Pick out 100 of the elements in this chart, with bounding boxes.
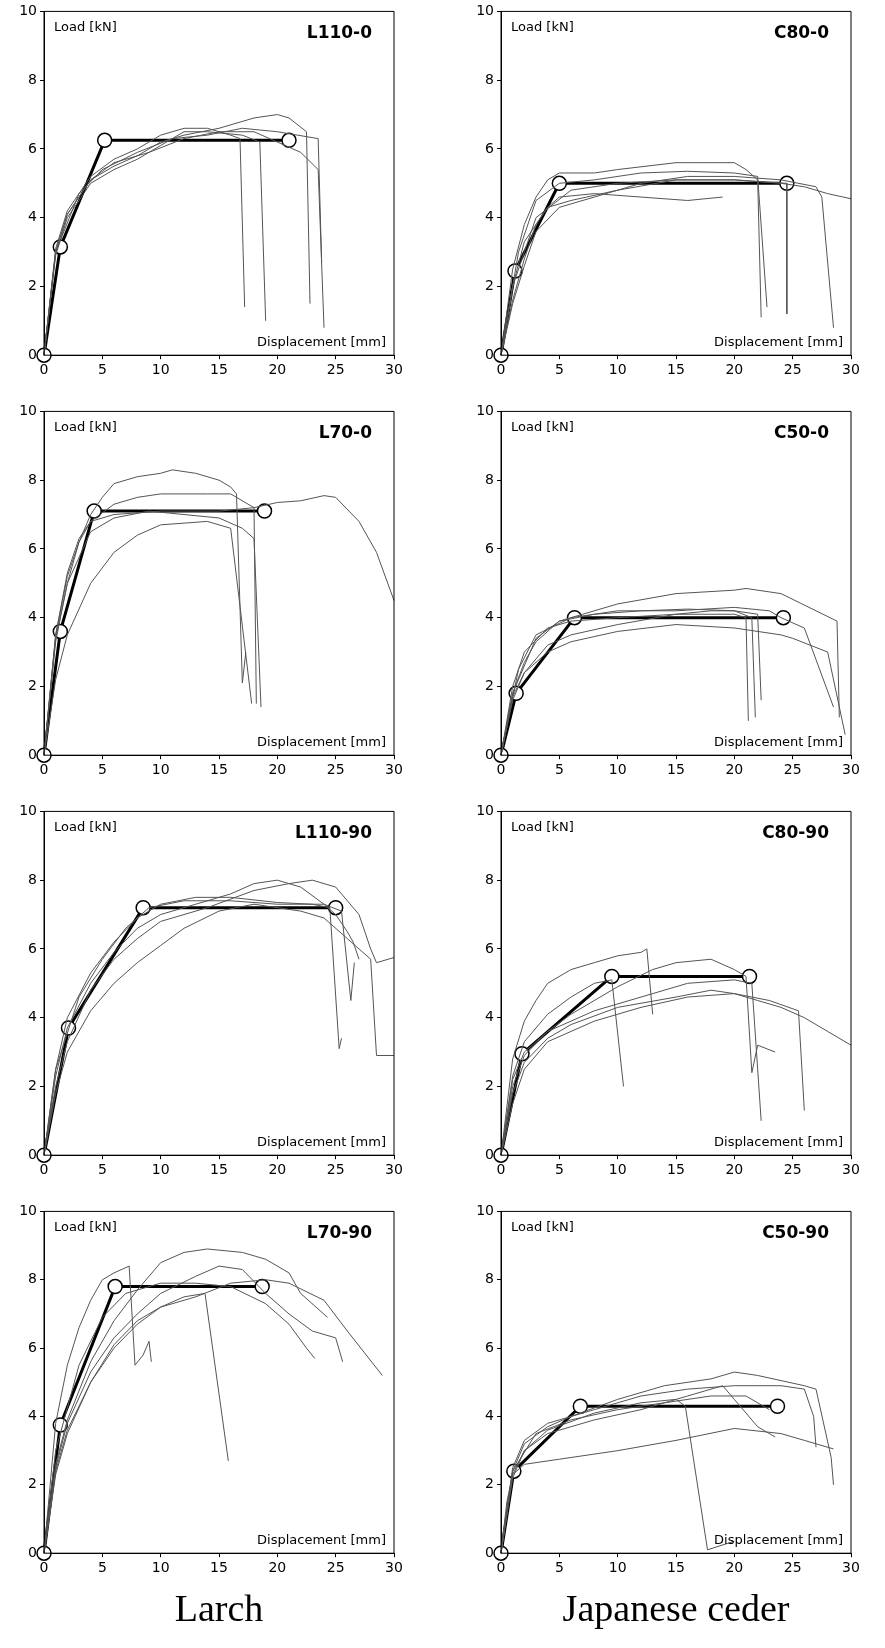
x-tick-label: 10 — [151, 761, 170, 778]
x-tick-label: 15 — [667, 1559, 685, 1576]
y-tick-label: 0 — [485, 745, 494, 762]
y-tick-label: 10 — [476, 802, 494, 819]
y-axis-title: Load [kN] — [511, 419, 574, 435]
y-tick-label: 6 — [28, 939, 38, 956]
x-tick-label: 15 — [667, 1161, 685, 1178]
x-tick-label: 20 — [725, 761, 744, 778]
x-axis-title: Displacement [mm] — [257, 334, 386, 350]
text: L70-90 — [306, 1222, 373, 1243]
y-tick-label: 0 — [28, 1145, 37, 1162]
x-tick-label: 30 — [385, 1161, 403, 1178]
y-axis-title: Load [kN] — [54, 419, 117, 435]
y-tick-label: 4 — [485, 1008, 495, 1025]
x-tick-label: 10 — [151, 1161, 170, 1178]
x-tick-label: 15 — [210, 1559, 228, 1576]
y-tick-label: 2 — [485, 1475, 494, 1492]
x-tick-label: 20 — [268, 761, 287, 778]
x-tick-label: 0 — [39, 1161, 49, 1178]
y-tick-label: 8 — [28, 1270, 37, 1287]
y-tick-label: 0 — [485, 345, 494, 362]
x-tick-label: 0 — [496, 761, 506, 778]
x-axis-title: Displacement [mm] — [257, 734, 386, 750]
y-tick-label: 2 — [28, 277, 37, 294]
y-tick-label: 8 — [485, 70, 494, 87]
x-tick-label: 0 — [496, 1559, 506, 1576]
y-tick-label: 10 — [476, 2, 494, 19]
x-tick-label: 5 — [554, 1559, 564, 1576]
x-tick-label: 0 — [39, 361, 49, 378]
y-tick-label: 4 — [28, 208, 38, 225]
x-tick-label: 10 — [608, 761, 627, 778]
x-tick-label: 5 — [97, 1559, 107, 1576]
x-tick-label: 30 — [385, 761, 403, 778]
x-tick-label: 25 — [783, 761, 802, 778]
y-tick-label: 10 — [476, 402, 494, 419]
x-tick-label: 20 — [725, 361, 744, 378]
x-tick-label: 25 — [326, 761, 345, 778]
y-tick-label: 8 — [28, 70, 37, 87]
x-tick-label: 25 — [326, 1559, 345, 1576]
x-tick-label: 25 — [326, 361, 345, 378]
x-tick-label: 15 — [210, 761, 228, 778]
y-tick-label: 2 — [28, 677, 37, 694]
text: C80-0 — [773, 22, 830, 43]
y-tick-label: 8 — [28, 870, 37, 887]
y-axis-title: Load [kN] — [54, 1219, 117, 1235]
y-tick-label: 8 — [485, 870, 494, 887]
y-tick-label: 2 — [485, 1077, 494, 1094]
x-tick-label: 5 — [554, 761, 564, 778]
x-tick-label: 10 — [608, 1559, 627, 1576]
y-tick-label: 6 — [28, 539, 38, 556]
y-tick-label: 4 — [28, 1008, 38, 1025]
y-axis-title: Load [kN] — [511, 819, 574, 835]
y-tick-label: 6 — [485, 539, 495, 556]
x-tick-label: 15 — [210, 1161, 228, 1178]
text: L110-90 — [294, 822, 373, 843]
x-tick-label: 5 — [97, 761, 107, 778]
y-axis-title: Load [kN] — [511, 19, 574, 35]
y-tick-label: 6 — [28, 139, 38, 156]
x-tick-label: 25 — [783, 1161, 802, 1178]
x-tick-label: 30 — [385, 361, 403, 378]
x-tick-label: 30 — [842, 1559, 860, 1576]
y-tick-label: 0 — [28, 1543, 37, 1560]
y-tick-label: 4 — [485, 608, 495, 625]
y-axis-title: Load [kN] — [54, 19, 117, 35]
x-tick-label: 5 — [97, 1161, 107, 1178]
x-tick-label: 0 — [39, 761, 49, 778]
x-tick-label: 25 — [783, 361, 802, 378]
y-tick-label: 6 — [485, 139, 495, 156]
x-tick-label: 0 — [39, 1559, 49, 1576]
text: C80-90 — [762, 822, 830, 843]
x-tick-label: 30 — [842, 361, 860, 378]
x-tick-label: 10 — [151, 361, 170, 378]
y-tick-label: 4 — [28, 608, 38, 625]
x-tick-label: 10 — [151, 1559, 170, 1576]
x-tick-label: 25 — [783, 1559, 802, 1576]
x-axis-title: Displacement [mm] — [257, 1532, 386, 1548]
x-tick-label: 5 — [554, 361, 564, 378]
y-tick-label: 2 — [485, 277, 494, 294]
x-tick-label: 10 — [608, 1161, 627, 1178]
y-tick-label: 10 — [19, 402, 37, 419]
y-axis-title: Load [kN] — [54, 819, 117, 835]
x-tick-label: 0 — [496, 361, 506, 378]
y-tick-label: 10 — [19, 802, 37, 819]
y-tick-label: 0 — [28, 745, 37, 762]
x-tick-label: 20 — [268, 1161, 287, 1178]
x-tick-label: 15 — [667, 361, 685, 378]
y-tick-label: 0 — [28, 345, 37, 362]
y-tick-label: 10 — [19, 1202, 37, 1219]
x-axis-title: Displacement [mm] — [714, 734, 843, 750]
y-tick-label: 4 — [485, 208, 495, 225]
y-tick-label: 0 — [485, 1543, 494, 1560]
x-tick-label: 30 — [842, 1161, 860, 1178]
x-tick-label: 20 — [268, 361, 287, 378]
x-tick-label: 20 — [725, 1559, 744, 1576]
y-tick-label: 8 — [485, 470, 494, 487]
x-tick-label: 5 — [97, 361, 107, 378]
x-axis-title: Displacement [mm] — [257, 1134, 386, 1150]
text: Japanese ceder — [562, 1587, 790, 1630]
text: Larch — [174, 1587, 264, 1630]
text: C50-90 — [762, 1222, 830, 1243]
